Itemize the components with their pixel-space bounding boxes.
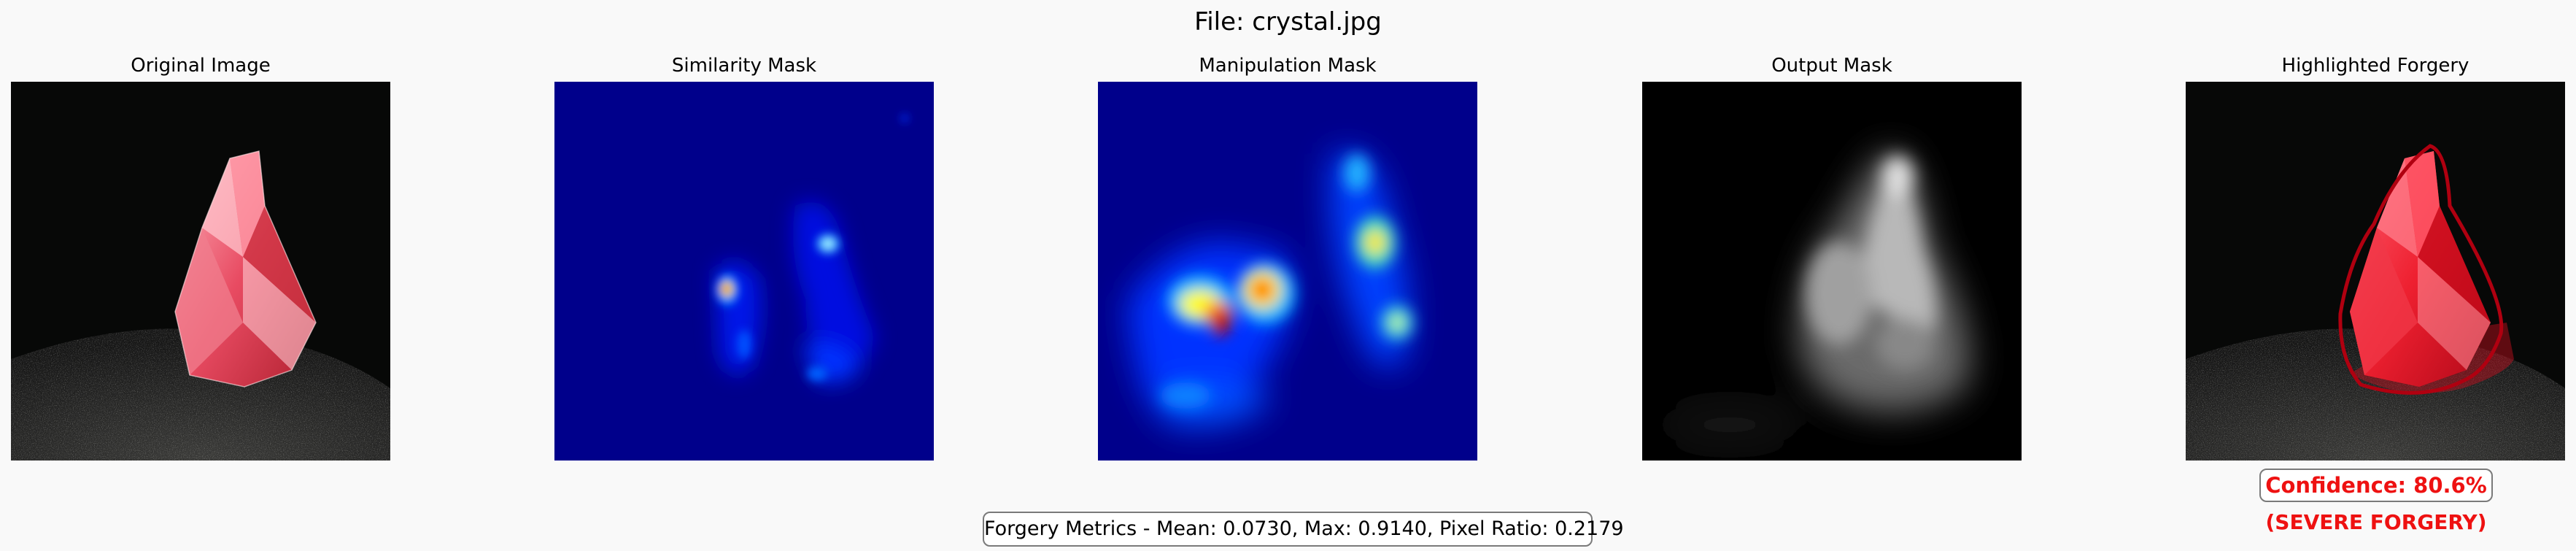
crystal-shape [174,150,317,388]
output-mask-title: Output Mask [1771,55,1892,77]
output-mask [1642,82,2022,461]
original-image-title: Original Image [131,55,271,77]
manipulation-mask [1098,82,1477,461]
highlighted-forgery [2186,82,2565,461]
original-image [11,82,390,461]
highlighted-forgery-title: Highlighted Forgery [2281,55,2469,77]
forgery-metrics-box: Forgery Metrics - Mean: 0.0730, Max: 0.9… [983,512,1624,547]
verdict-label: (SEVERE FORGERY) [2265,510,2487,534]
confidence-badge: Confidence: 80.6% [2259,469,2493,502]
similarity-mask [554,82,934,461]
similarity-mask-title: Similarity Mask [671,55,817,77]
figure-title: File: crystal.jpg [1194,7,1382,36]
manipulation-mask-title: Manipulation Mask [1199,55,1377,77]
forgery-region [2338,144,2504,395]
